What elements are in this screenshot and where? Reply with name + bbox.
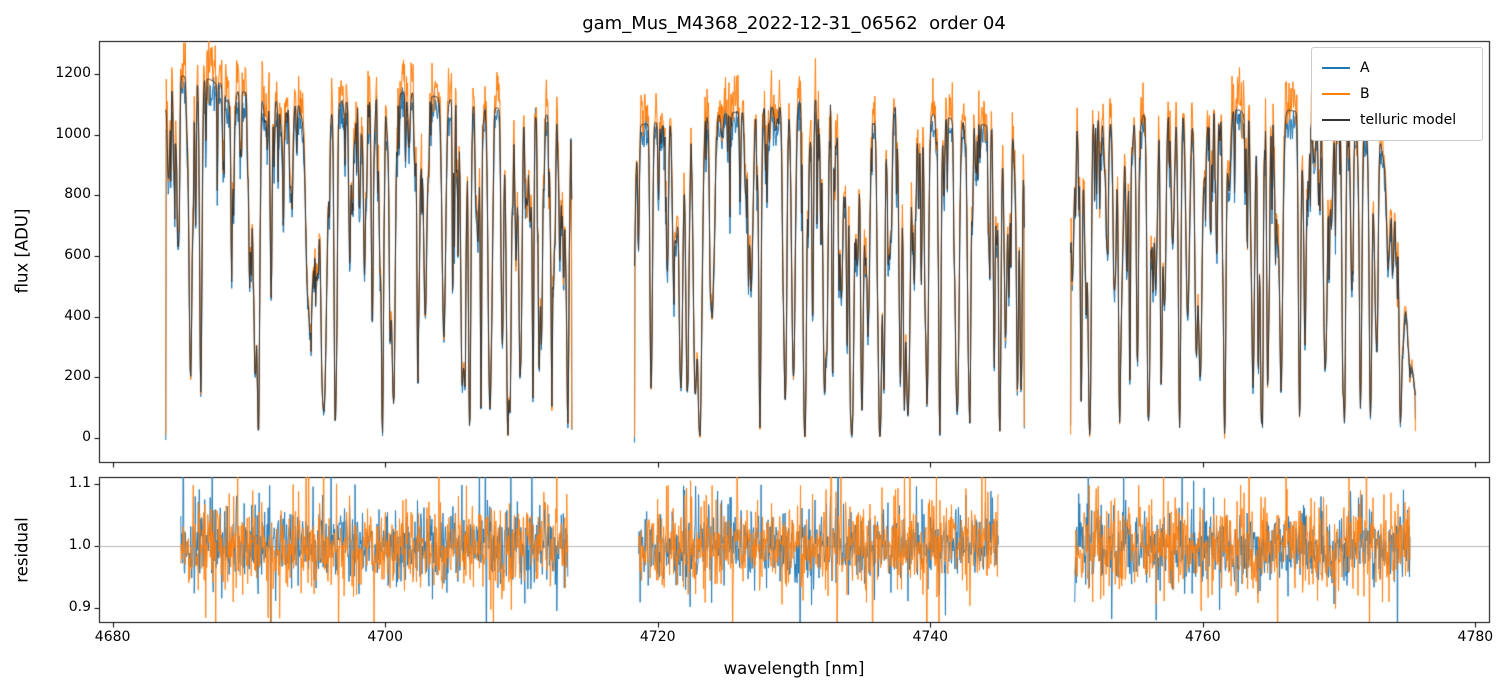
x-tick-label: 4680: [94, 629, 131, 645]
legend-label: telluric model: [1360, 112, 1457, 128]
x-tick-label: 4740: [912, 629, 949, 645]
residual-axis-label: residual: [12, 517, 32, 583]
flux-tick-label: 1000: [55, 125, 91, 142]
legend-label: A: [1360, 60, 1370, 76]
x-axis-label: wavelength [nm]: [723, 659, 865, 678]
flux-tick-label: 1200: [55, 65, 91, 82]
legend-item-a: A: [1322, 55, 1472, 81]
flux-tick-label: 600: [64, 247, 91, 264]
x-tick-label: 4720: [639, 629, 676, 645]
flux-tick-label: 200: [64, 368, 91, 385]
legend-line-swatch: [1322, 67, 1350, 69]
legend-item-telluric-model: telluric model: [1322, 107, 1472, 133]
flux-tick-label: 800: [64, 186, 91, 203]
legend-label: B: [1360, 86, 1370, 102]
residual-tick-label: 1.1: [68, 475, 91, 492]
flux-tick-label: 0: [82, 428, 91, 445]
flux-tick-label: 400: [64, 307, 91, 324]
x-tick-label: 4780: [1457, 629, 1494, 645]
x-tick-label: 4760: [1184, 629, 1221, 645]
residual-tick-label: 1.0: [68, 537, 91, 554]
chart-title: gam_Mus_M4368_2022-12-31_06562 order 04: [582, 13, 1006, 34]
legend-item-b: B: [1322, 81, 1472, 107]
legend-line-swatch: [1322, 93, 1350, 95]
flux-axis-label: flux [ADU]: [12, 208, 32, 294]
x-tick-label: 4700: [367, 629, 403, 645]
residual-tick-label: 0.9: [68, 599, 91, 616]
legend-line-swatch: [1322, 119, 1350, 121]
